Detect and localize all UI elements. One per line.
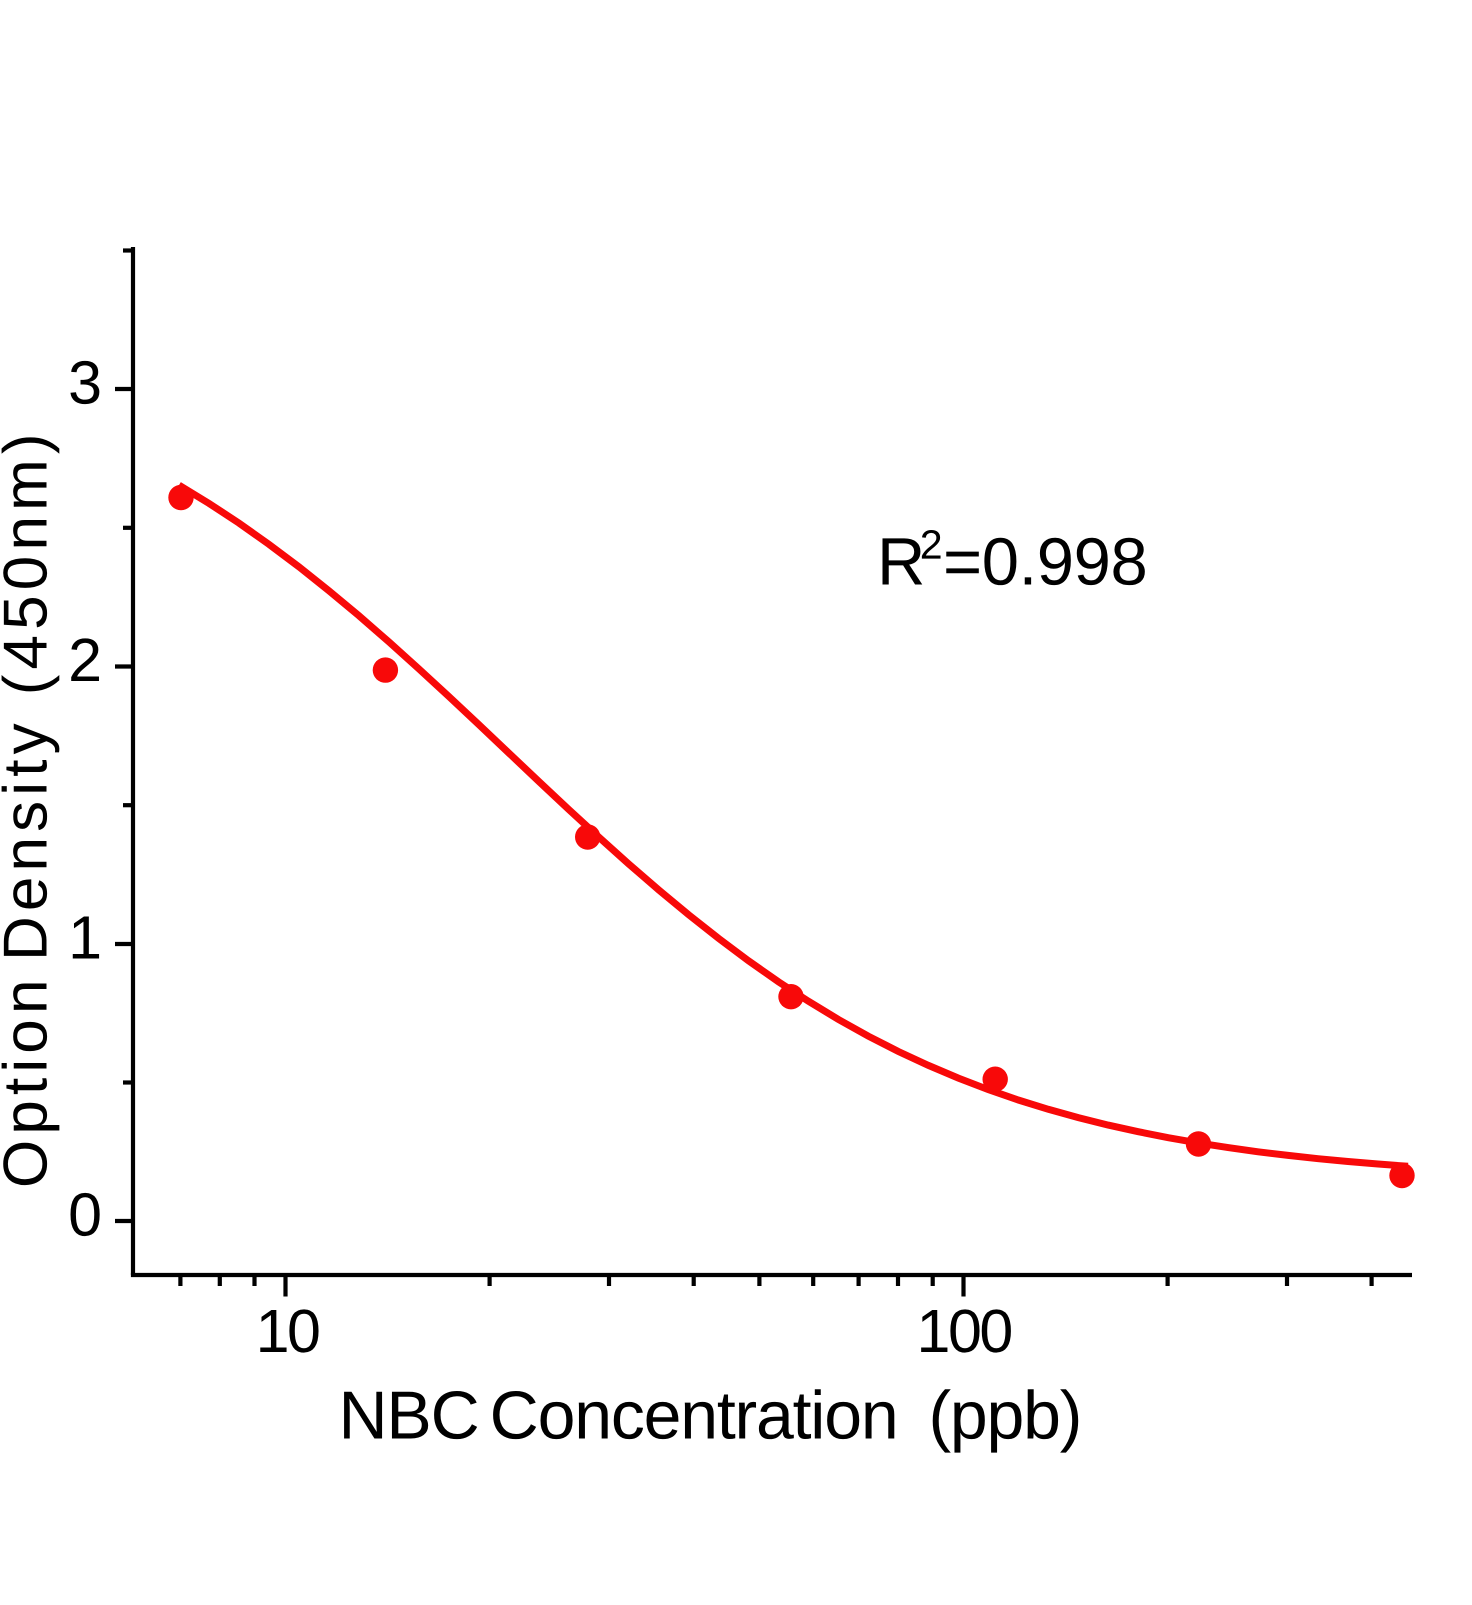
svg-text:NBC Concentration(ppb): NBC Concentration (ppb) bbox=[339, 1378, 1082, 1454]
svg-text:0: 0 bbox=[68, 1181, 102, 1249]
svg-text:3: 3 bbox=[68, 349, 102, 417]
svg-text:=0.998: =0.998 bbox=[943, 525, 1147, 600]
svg-text:10: 10 bbox=[256, 1297, 319, 1365]
svg-text:R: R bbox=[877, 525, 925, 600]
svg-text:2: 2 bbox=[68, 626, 102, 694]
svg-text:1: 1 bbox=[68, 904, 102, 972]
svg-text:100: 100 bbox=[917, 1297, 1012, 1365]
svg-text:Option Density(450nm): Option Density(450nm) bbox=[0, 428, 61, 1188]
